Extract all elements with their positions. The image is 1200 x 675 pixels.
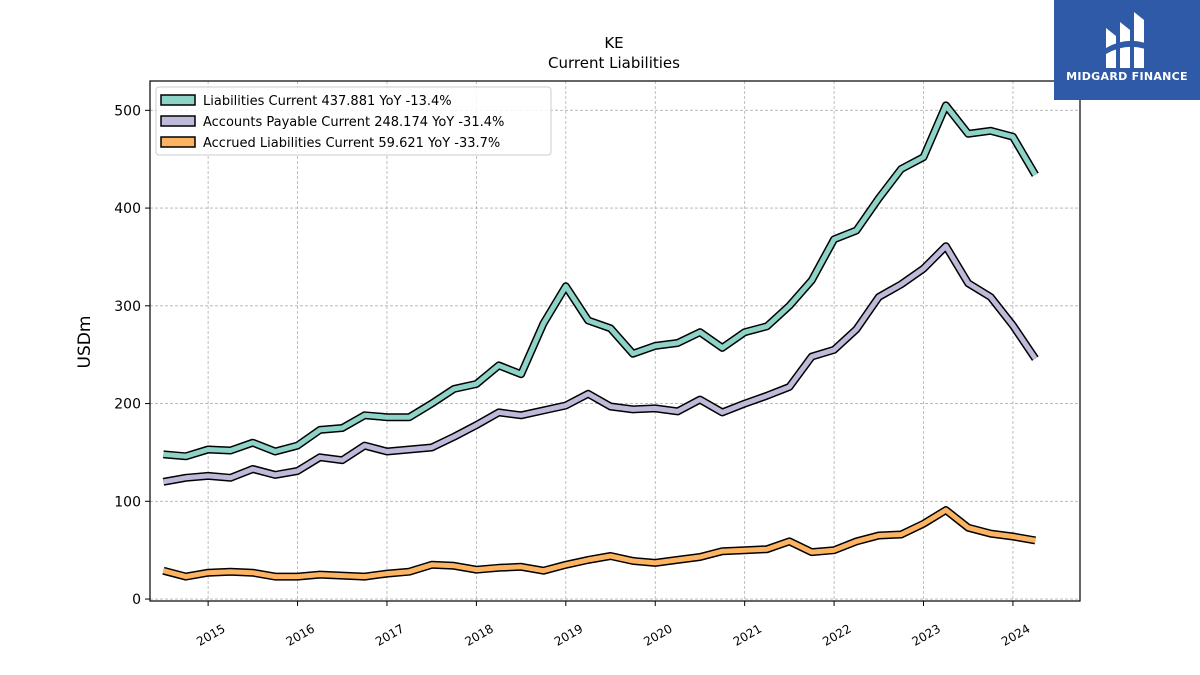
y-tick-label: 300 (114, 299, 141, 315)
legend-label-1: Accounts Payable Current 248.174 YoY -31… (203, 115, 504, 130)
legend-label-2: Accrued Liabilities Current 59.621 YoY -… (203, 136, 500, 151)
series-lines (162, 101, 1039, 581)
series-line-1 (162, 243, 1038, 485)
plot-frame (149, 80, 1081, 602)
x-tick-label: 2016 (284, 621, 317, 648)
midgard-logo-icon (1106, 12, 1148, 68)
brand-name: MIDGARD FINANCE (1066, 70, 1188, 83)
x-tick-label: 2023 (910, 621, 943, 648)
series-line-2 (162, 507, 1036, 580)
y-tick-label: 200 (114, 397, 141, 413)
y-tick-label: 0 (132, 592, 141, 608)
y-tick-label: 400 (114, 201, 141, 217)
x-axis: 2015 2016 2017 2018 2019 2020 2021 2022 2023 2024 (194, 601, 1032, 649)
y-axis: 0 100 200 300 400 500 (114, 103, 150, 608)
x-tick-label: 2019 (552, 621, 585, 648)
chart-title: KE (604, 34, 623, 52)
series-line-0 (163, 102, 1038, 459)
x-tick-label: 2017 (373, 621, 406, 648)
legend-swatch-0 (160, 94, 196, 106)
legend[interactable]: Liabilities Current 437.881 YoY -13.4% Ac… (155, 86, 552, 156)
legend-swatch-2 (160, 136, 196, 148)
legend-label-0: Liabilities Current 437.881 YoY -13.4% (203, 94, 452, 109)
brand-logo: MIDGARD FINANCE (1054, 0, 1200, 100)
x-tick-label: 2015 (194, 621, 227, 648)
legend-box (155, 86, 552, 156)
grid (150, 81, 1080, 601)
x-tick-label: 2022 (820, 621, 853, 648)
x-tick-label: 2020 (641, 621, 674, 648)
series-outline-2 (162, 506, 1036, 581)
chart-subtitle: Current Liabilities (548, 54, 680, 72)
x-tick-label: 2018 (462, 621, 495, 648)
y-tick-label: 500 (114, 103, 141, 119)
y-axis-label: USDm (75, 316, 95, 369)
legend-swatch-1 (160, 115, 196, 127)
x-tick-label: 2024 (999, 621, 1032, 648)
x-tick-label: 2021 (731, 621, 764, 648)
y-tick-label: 100 (114, 494, 141, 510)
